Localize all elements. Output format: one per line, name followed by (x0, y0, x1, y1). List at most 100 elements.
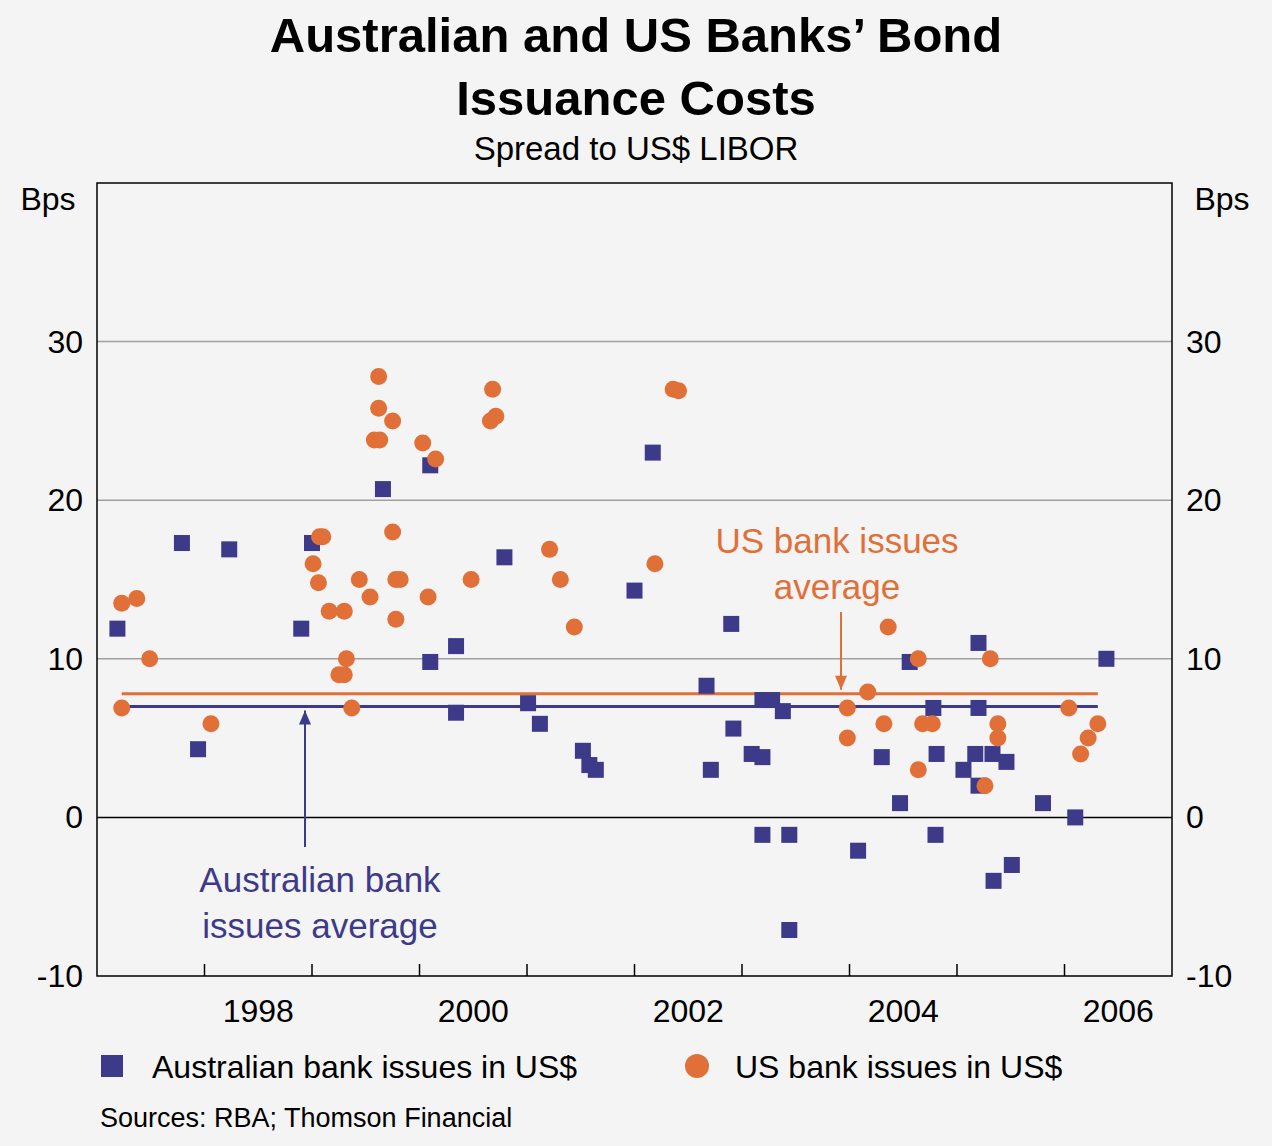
x-tick (849, 964, 851, 976)
frame (97, 183, 1172, 976)
x-tick-label: 1998 (223, 993, 294, 1029)
point (1098, 651, 1114, 667)
annotation: US bank issues (715, 521, 958, 560)
point (982, 650, 999, 667)
x-tick-label: 2006 (1083, 993, 1154, 1029)
point (998, 754, 1014, 770)
point (1080, 730, 1097, 747)
annotation: average (774, 567, 900, 606)
point (875, 715, 892, 732)
annotation: Australian bank (199, 860, 441, 899)
point (850, 843, 866, 859)
point (202, 715, 219, 732)
point (392, 571, 409, 588)
point (370, 368, 387, 385)
point (113, 595, 130, 612)
point (174, 535, 190, 551)
point (989, 730, 1006, 747)
point (448, 638, 464, 654)
point (351, 571, 368, 588)
point (370, 400, 387, 417)
y2-tick-label: 20 (1186, 482, 1222, 518)
annotation-arrowhead (299, 710, 311, 724)
background (0, 0, 1272, 1146)
source: Sources: RBA; Thomson Financial (100, 1103, 512, 1133)
point (190, 741, 206, 757)
y-tick-label: -10 (37, 958, 83, 994)
point (924, 715, 941, 732)
x-tick (311, 964, 313, 976)
point (929, 746, 945, 762)
x-tick (419, 964, 421, 976)
average-line (122, 692, 1098, 695)
point (420, 588, 437, 605)
point (113, 699, 130, 716)
point (670, 382, 687, 399)
average-line (122, 705, 1098, 708)
x-tick (204, 964, 206, 976)
point (703, 762, 719, 778)
point (874, 749, 890, 765)
legend-label: US bank issues in US$ (735, 1049, 1062, 1085)
subtitle: Spread to US$ LIBOR (474, 130, 799, 167)
x-tick (956, 964, 958, 976)
point (336, 666, 353, 683)
point (387, 611, 404, 628)
point (880, 619, 897, 636)
y-tick-label: 20 (47, 482, 83, 518)
point (699, 678, 715, 694)
point (128, 590, 145, 607)
point (892, 795, 908, 811)
point (1060, 699, 1077, 716)
zero-line (97, 817, 1172, 819)
point (588, 762, 604, 778)
point (839, 699, 856, 716)
point (910, 761, 927, 778)
point (448, 705, 464, 721)
point (781, 827, 797, 843)
point (566, 619, 583, 636)
point (414, 435, 431, 452)
point (496, 549, 512, 565)
point (859, 684, 876, 701)
point (427, 450, 444, 467)
point (463, 571, 480, 588)
point (141, 650, 158, 667)
y2-tick-label: 30 (1186, 324, 1222, 360)
point (310, 574, 327, 591)
point (1072, 745, 1089, 762)
point (314, 528, 331, 545)
point (645, 445, 661, 461)
x-tick-label: 2004 (868, 993, 939, 1029)
legend-marker (685, 1054, 709, 1078)
x-tick (741, 964, 743, 976)
point (627, 583, 643, 599)
grid-line (97, 658, 1172, 660)
y2-tick-label: -10 (1186, 958, 1232, 994)
point (1035, 795, 1051, 811)
point (422, 654, 438, 670)
y2-tick-label: 10 (1186, 641, 1222, 677)
point (723, 616, 739, 632)
x-tick (634, 964, 636, 976)
point (532, 716, 548, 732)
point (541, 541, 558, 558)
point (293, 621, 309, 637)
point (575, 743, 591, 759)
title: Australian and US Banks’ Bond (270, 8, 1002, 62)
point (1089, 715, 1106, 732)
point (646, 555, 663, 572)
point (384, 523, 401, 540)
annotation: issues average (202, 906, 437, 945)
point (362, 588, 379, 605)
y2-axis-label: Bps (1194, 181, 1249, 217)
point (754, 827, 770, 843)
point (338, 650, 355, 667)
point (336, 603, 353, 620)
point (839, 730, 856, 747)
y-tick-label: 0 (65, 799, 83, 835)
point (986, 873, 1002, 889)
point (725, 721, 741, 737)
annotation-arrowhead (835, 676, 847, 690)
y-tick-label: 30 (47, 324, 83, 360)
